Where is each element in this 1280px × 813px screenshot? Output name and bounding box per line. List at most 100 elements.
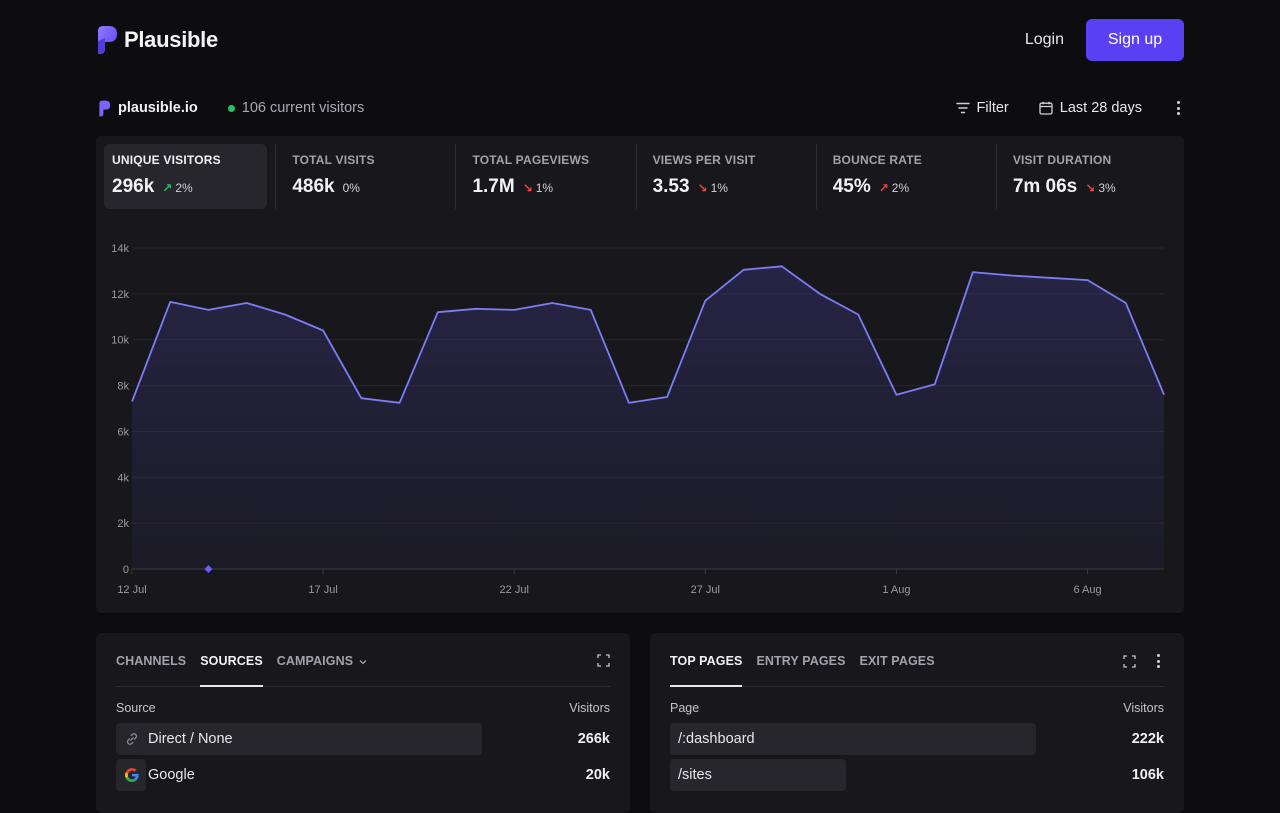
tab-top-pages[interactable]: TOP PAGES [670, 653, 743, 687]
visitors-chart-svg: 0 2k 4k 6k 8k 10k 12k 14k 12 Jul 17 Jul 22 Jul 27 J… [111, 243, 1165, 596]
stat-label: VIEWS PER VISIT [652, 153, 756, 167]
stat-change: ↗ 2% [162, 181, 192, 195]
stat-divider [455, 144, 457, 209]
arrow-up-right-icon: ↗ [878, 181, 889, 195]
login-link[interactable]: Login [1024, 31, 1064, 48]
date-range-label: Last 28 days [1059, 100, 1142, 116]
list-item[interactable]: /sites 106k [670, 759, 1164, 791]
row-label: /:dashboard [678, 731, 755, 747]
link-icon [124, 731, 140, 747]
annotation-marker-icon [204, 565, 213, 573]
stat-divider [815, 144, 817, 209]
more-options-icon[interactable] [1152, 654, 1164, 668]
x-tick-label: 27 Jul [691, 584, 720, 596]
tab-channels[interactable]: CHANNELS [116, 654, 187, 668]
x-tick-label: 6 Aug [1073, 584, 1101, 596]
calendar-icon [1039, 101, 1053, 115]
stat-change-value: 3% [1098, 181, 1116, 195]
stat-total-pageviews[interactable]: TOTAL PAGEVIEWS 1.7M ↘ 1% [472, 144, 635, 209]
stat-change-value: 2% [891, 181, 910, 195]
row-label: Google [148, 767, 195, 783]
y-tick-label: 0 [123, 564, 129, 576]
row-value: 266k [577, 731, 610, 747]
site-domain: plausible.io [118, 100, 198, 116]
stat-change-value: 1% [710, 181, 728, 195]
visitors-chart[interactable]: 0 2k 4k 6k 8k 10k 12k 14k 12 Jul 17 Jul 22 Jul 27 J… [96, 228, 1184, 608]
site-switcher[interactable]: plausible.io [96, 100, 198, 117]
brand-logo-link[interactable]: Plausible [96, 25, 218, 55]
y-tick-label: 8k [117, 381, 129, 393]
row-value: 20k [585, 767, 610, 783]
tab-entry-pages[interactable]: ENTRY PAGES [756, 654, 846, 668]
series-area [132, 266, 1164, 569]
y-tick-label: 10k [111, 335, 129, 347]
stat-change-value: 1% [535, 181, 554, 195]
stat-value: 296k [112, 176, 155, 197]
series-line [131, 265, 1165, 404]
list-item[interactable]: /:dashboard 222k [670, 723, 1164, 755]
filter-icon [955, 102, 970, 114]
stat-bounce-rate[interactable]: BOUNCE RATE 45% ↗ 2% [833, 144, 996, 209]
signup-button[interactable]: Sign up [1086, 19, 1184, 61]
column-visitors: Visitors [569, 701, 610, 715]
y-tick-label: 12k [111, 289, 129, 301]
chevron-down-icon [359, 660, 367, 665]
stat-value: 1.7M [472, 176, 515, 197]
stat-change-value: 0% [342, 181, 360, 195]
current-visitors[interactable]: 106 current visitors [241, 100, 365, 116]
stat-value: 45% [832, 176, 871, 197]
stat-label: BOUNCE RATE [832, 153, 922, 167]
stat-divider [275, 144, 277, 209]
stat-divider [635, 144, 637, 209]
column-page: Page [670, 701, 700, 715]
sources-tabs: CHANNELS SOURCES CAMPAIGNS [116, 653, 610, 687]
stat-total-visits[interactable]: TOTAL VISITS 486k 0% [292, 144, 455, 209]
arrow-up-right-icon: ↗ [162, 181, 173, 195]
arrow-down-right-icon: ↘ [1085, 181, 1096, 195]
expand-icon[interactable] [597, 654, 610, 667]
stat-visit-duration[interactable]: VISIT DURATION 7m 06s ↘ 3% [1013, 144, 1176, 209]
brand-name: Plausible [124, 27, 218, 52]
stat-unique-visitors[interactable]: UNIQUE VISITORS 296k ↗ 2% [104, 144, 268, 209]
row-label: /sites [678, 767, 712, 783]
row-bar [670, 759, 846, 791]
stat-change: ↘ 3% [1085, 181, 1115, 195]
list-item[interactable]: Google 20k [116, 759, 610, 791]
google-icon [124, 767, 140, 783]
stat-change-value: 2% [175, 181, 193, 195]
expand-icon[interactable] [1123, 654, 1136, 668]
column-visitors: Visitors [1123, 701, 1164, 715]
tab-campaigns[interactable]: CAMPAIGNS [277, 653, 368, 686]
row-bar [670, 723, 1036, 755]
stat-change: ↗ 2% [879, 181, 909, 195]
date-range-picker[interactable]: Last 28 days [1039, 100, 1142, 116]
stat-change: 0% [343, 181, 360, 195]
y-tick-label: 2k [117, 518, 129, 530]
stat-value: 486k [292, 176, 335, 197]
x-tick-label: 17 Jul [308, 584, 337, 596]
filter-label: Filter [976, 100, 1009, 116]
stat-label: VISIT DURATION [1012, 153, 1112, 167]
tab-exit-pages[interactable]: EXIT PAGES [859, 654, 935, 668]
row-label: Direct / None [148, 731, 233, 747]
more-options-icon[interactable] [1172, 101, 1184, 115]
stat-value: 7m 06s [1012, 176, 1078, 197]
site-bar: plausible.io 106 current visitors Filter… [96, 96, 1184, 120]
tab-sources[interactable]: SOURCES [200, 653, 263, 687]
list-item[interactable]: Direct / None 266k [116, 723, 610, 755]
stat-value: 3.53 [652, 176, 690, 197]
arrow-down-right-icon: ↘ [522, 181, 533, 195]
pages-tabs: TOP PAGES ENTRY PAGES EXIT PAGES [670, 653, 1164, 687]
y-tick-label: 14k [111, 243, 129, 255]
arrow-down-right-icon: ↘ [697, 181, 708, 195]
filter-button[interactable]: Filter [955, 100, 1009, 116]
stat-label: UNIQUE VISITORS [112, 153, 221, 167]
row-bar [116, 759, 146, 791]
pages-panel: TOP PAGES ENTRY PAGES EXIT PAGES Page Vi… [650, 633, 1184, 813]
x-tick-label: 22 Jul [500, 584, 529, 596]
stat-views-per-visit[interactable]: VIEWS PER VISIT 3.53 ↘ 1% [653, 144, 816, 209]
stat-change: ↘ 1% [523, 181, 553, 195]
x-tick-label: 1 Aug [882, 584, 910, 596]
column-source: Source [116, 701, 156, 715]
site-favicon-icon [99, 100, 111, 116]
